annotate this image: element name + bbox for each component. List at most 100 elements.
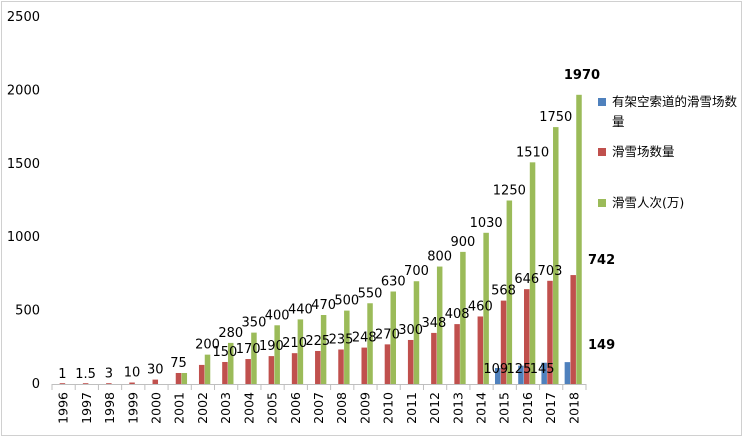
bar-resorts: [82, 383, 89, 384]
data-label: 440: [288, 302, 313, 317]
bar-resorts: [198, 364, 205, 384]
data-label: 150: [213, 345, 238, 360]
data-label: 500: [334, 294, 359, 309]
bar-lift: [494, 367, 501, 384]
legend-swatch-resorts: [598, 148, 606, 156]
bar-lift: [564, 362, 571, 384]
data-label: 235: [329, 333, 354, 348]
bar-resorts: [524, 289, 530, 384]
x-tick-label: 1998: [102, 392, 117, 424]
x-tick-label: 1996: [56, 392, 71, 424]
legend-swatch-visits: [598, 199, 606, 207]
legend-label-lift-resorts: 有架空索道的滑雪场数量: [612, 94, 738, 129]
x-tick-label: 2008: [334, 392, 349, 424]
data-label: 1030: [470, 216, 503, 231]
data-label: 1970: [564, 68, 600, 83]
x-tick-label: 1999: [125, 392, 140, 424]
data-label: 10: [124, 366, 141, 381]
bar-resorts: [570, 275, 576, 384]
x-tick-label: 2004: [241, 392, 256, 424]
x-tick-label: 2007: [311, 392, 326, 424]
x-tick-label: 2014: [474, 392, 489, 424]
data-label: 248: [352, 331, 377, 346]
data-label: 145: [530, 362, 555, 377]
bar-resorts: [547, 280, 553, 384]
bar-resorts: [222, 361, 228, 384]
data-label: 742: [588, 253, 615, 268]
data-label: 75: [170, 356, 187, 371]
x-tick-label: 2010: [381, 392, 396, 424]
data-label: 646: [514, 272, 539, 287]
data-label: 109: [483, 362, 508, 377]
legend: 有架空索道的滑雪场数量 滑雪场数量 滑雪人次(万): [598, 92, 743, 220]
bar-resorts: [338, 349, 344, 384]
x-tick-label: 2009: [357, 392, 372, 424]
bar-visits: [553, 127, 559, 384]
data-label: 1.5: [75, 367, 96, 382]
x-tick-label: 2006: [288, 392, 303, 424]
y-tick-label: 500: [15, 304, 40, 319]
data-label: 348: [421, 316, 446, 331]
data-label: 1750: [539, 110, 572, 125]
data-label: 408: [445, 307, 470, 322]
data-label: 350: [242, 316, 267, 331]
bar-visits: [460, 251, 466, 384]
bar-lift: [518, 365, 524, 384]
x-tick-label: 2000: [148, 392, 163, 424]
bar-visits: [227, 342, 234, 384]
bar-resorts: [454, 324, 460, 384]
data-label: 400: [265, 308, 290, 323]
bar-resorts: [152, 379, 159, 384]
bar-visits: [297, 319, 304, 384]
legend-item-resorts: 滑雪场数量: [598, 142, 743, 162]
data-label: 190: [259, 339, 284, 354]
data-label: 125: [507, 362, 532, 377]
bar-resorts: [361, 347, 367, 384]
bar-resorts: [500, 300, 507, 384]
data-label: 700: [404, 264, 429, 279]
legend-swatch-lift-resorts: [598, 98, 606, 106]
x-tick-label: 2013: [450, 392, 465, 424]
data-label: 30: [147, 363, 164, 378]
legend-item-lift-resorts: 有架空索道的滑雪场数量: [598, 92, 743, 132]
data-label: 460: [468, 299, 493, 314]
bar-visits: [436, 266, 443, 384]
legend-item-visits: 滑雪人次(万): [598, 193, 743, 213]
data-label: 170: [236, 342, 261, 357]
bar-visits: [390, 291, 397, 384]
data-label: 568: [491, 284, 516, 299]
bar-resorts: [291, 353, 298, 384]
data-label: 1250: [493, 184, 526, 199]
bar-resorts: [477, 316, 484, 384]
bar-visits: [181, 372, 188, 384]
x-tick-label: 2012: [427, 392, 442, 424]
bar-resorts: [431, 332, 437, 384]
bar-visits: [506, 200, 513, 384]
data-label: 550: [358, 286, 383, 301]
data-label: 225: [305, 334, 330, 349]
bar-visits: [367, 303, 373, 384]
x-tick-label: 2011: [404, 392, 419, 424]
data-label: 900: [450, 235, 475, 250]
y-tick-label: 1500: [7, 157, 40, 172]
data-label: 630: [381, 275, 406, 290]
x-tick-label: 2017: [543, 392, 558, 424]
x-tick-label: 2016: [520, 392, 535, 424]
bar-lift: [541, 362, 547, 384]
bar-resorts: [245, 359, 251, 384]
data-label: 3: [105, 367, 113, 382]
x-tick-label: 1997: [79, 392, 94, 424]
bar-resorts: [59, 383, 66, 384]
bar-visits: [413, 281, 420, 384]
x-tick-label: 2018: [566, 392, 581, 424]
data-label: 470: [311, 298, 336, 313]
bar-resorts: [106, 383, 112, 384]
bar-visits: [204, 354, 211, 384]
data-label: 270: [375, 327, 400, 342]
bar-visits: [344, 310, 350, 384]
bar-visits: [483, 232, 489, 384]
data-label: 210: [282, 336, 307, 351]
data-label: 800: [427, 250, 452, 265]
